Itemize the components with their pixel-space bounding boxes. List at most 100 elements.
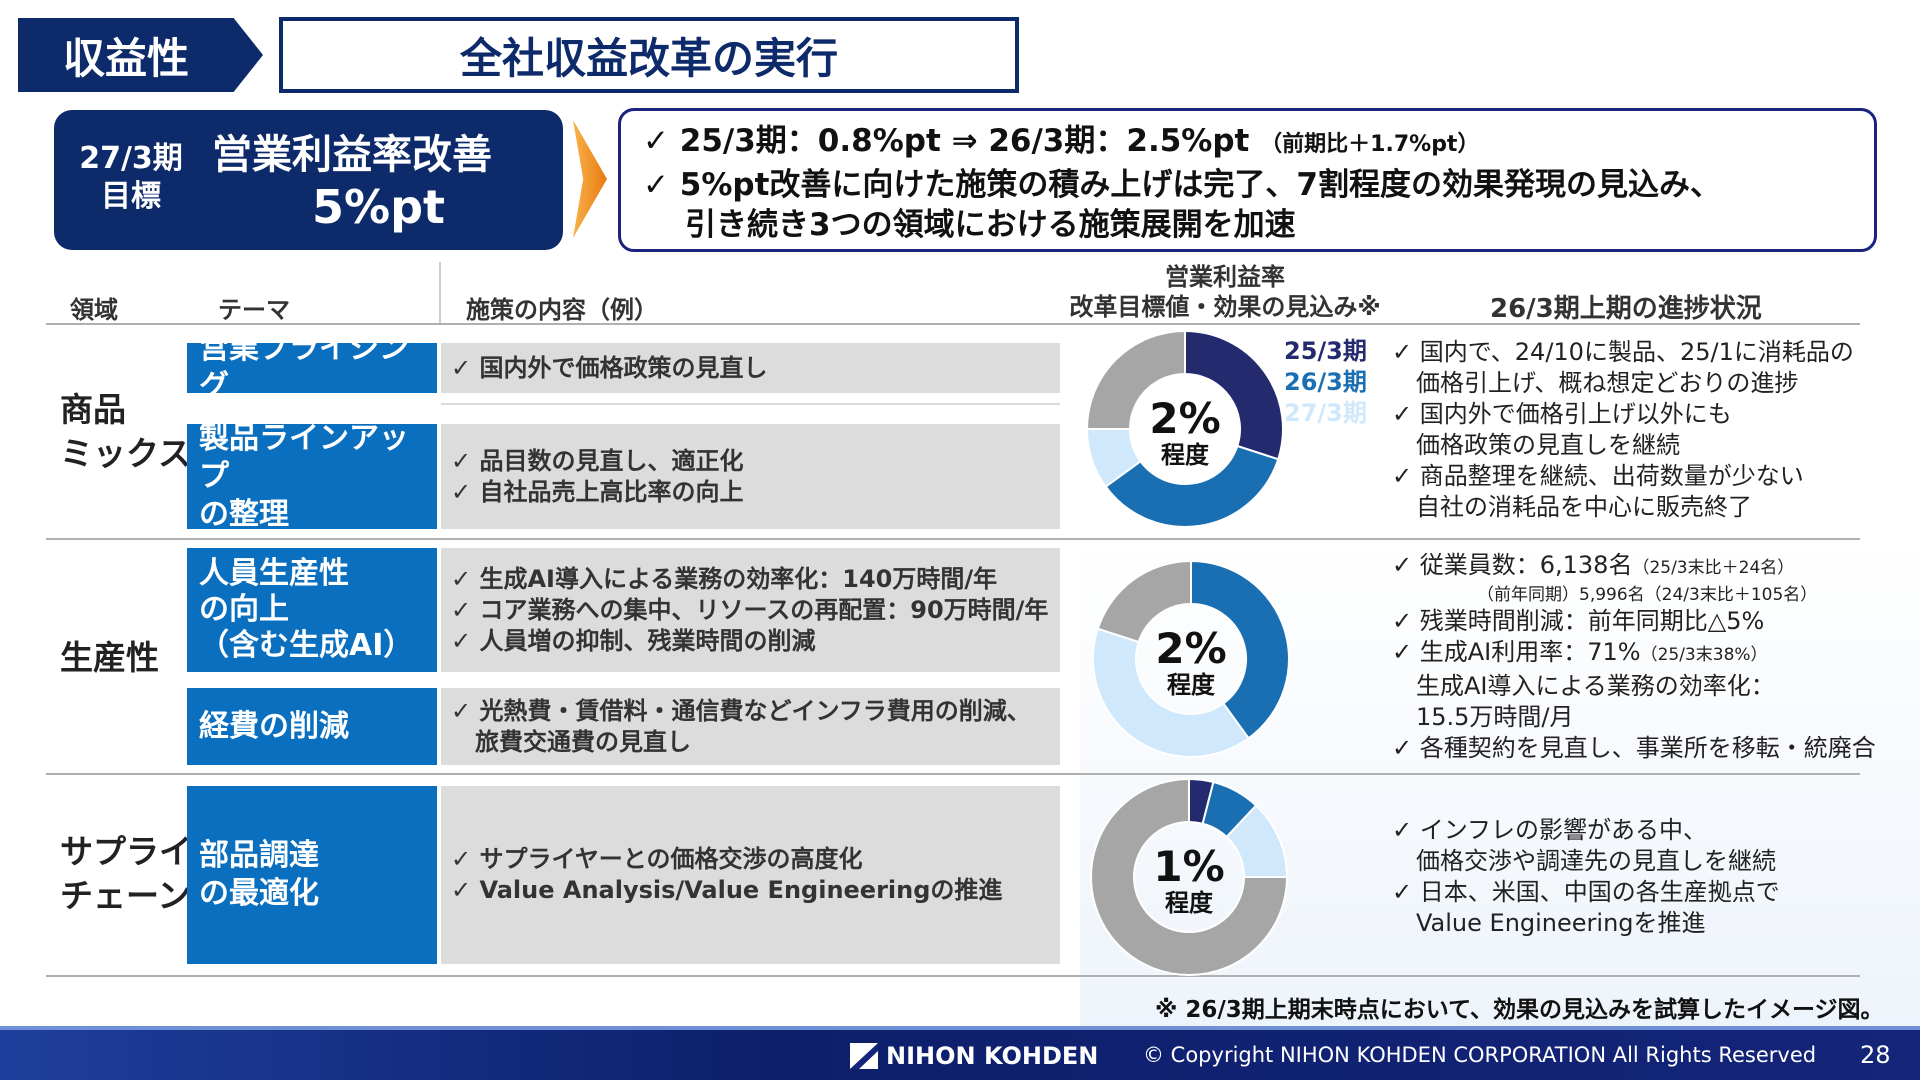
summary-line-3: 引き続き3つの領域における施策展開を加速 <box>685 207 1296 243</box>
progress-item: ✓ 商品整理を継続、出荷数量が少ない <box>1392 462 1804 490</box>
content-item: ✓ 品目数の見直し、適正化 <box>451 446 744 475</box>
donut-segment <box>1085 329 1186 430</box>
category-tag: 収益性 <box>18 18 263 92</box>
goal-title: 営業利益率改善 <box>212 132 492 178</box>
theme-label: の最適化 <box>199 876 319 911</box>
divider <box>46 323 1860 325</box>
content-item: 旅費交通費の見直し <box>451 727 691 756</box>
theme-expense: 経費の削減 <box>187 688 437 765</box>
progress-item: ✓ 各種契約を見直し、事業所を移転・統廃合 <box>1392 734 1876 762</box>
theme-lineup: 製品ラインアップ の整理 <box>187 421 437 532</box>
divider <box>46 538 1860 540</box>
progress-item: ✓ 残業時間削減：前年同期比△5% <box>1392 607 1765 635</box>
donut-sub: 程度 <box>1161 441 1210 469</box>
donut-sub: 程度 <box>1165 889 1214 917</box>
progress-supply-chain: ✓ インフレの影響がある中、 価格交渉や調達先の見直しを継続 ✓ 日本、米国、中国… <box>1392 815 1780 939</box>
progress-item: 生成AI導入による業務の効率化： <box>1392 672 1775 700</box>
header-effect-line2: 改革目標値・効果の見込み※ <box>1069 293 1381 321</box>
legend-item: 26/3期 <box>1284 368 1367 396</box>
progress-product-mix: ✓ 国内で、24/10に製品、25/1に消耗品の 価格引上げ、概ね想定どおりの進… <box>1392 337 1854 523</box>
donut-segment <box>1190 559 1290 740</box>
content-pricing: ✓ 国内外で価格政策の見直し <box>441 343 1060 393</box>
goal-label: 目標 <box>101 179 161 214</box>
progress-item: ✓ 生成AI利用率：71% <box>1392 638 1641 666</box>
area-label: サプライ <box>60 832 192 871</box>
theme-label: 営業プライシング <box>199 331 409 404</box>
donut-segment <box>1092 627 1250 758</box>
theme-pricing: 営業プライシング <box>187 331 437 404</box>
divider <box>441 403 1060 405</box>
theme-label: （含む生成AI） <box>199 628 414 663</box>
footnote: ※ 26/3期上期末時点において、効果の見込みを試算したイメージ図。 <box>1155 997 1884 1023</box>
progress-note: （前年同期）5,996名（24/3末比＋105名） <box>1477 585 1818 605</box>
donut-segment <box>1104 444 1280 528</box>
progress-item: 15.5万時間/月 <box>1392 703 1574 731</box>
theme-procurement: 部品調達 の最適化 <box>187 786 437 964</box>
legend-item: 27/3期 <box>1284 399 1367 427</box>
content-item: ✓ Value Analysis/Value Engineeringの推進 <box>451 876 1003 904</box>
summary-line-1-note: （前期比＋1.7%pt） <box>1260 132 1480 157</box>
theme-label: 経費の削減 <box>199 708 349 744</box>
goal-box: 27/3期 目標 営業利益率改善 5%pt <box>54 110 563 250</box>
content-item: ✓ サプライヤーとの価格交渉の高度化 <box>451 845 863 873</box>
theme-label: の整理 <box>199 496 289 532</box>
content-item: ✓ 人員増の抑制、残業時間の削減 <box>451 626 816 655</box>
logo-text: NIHON KOHDEN <box>886 1042 1099 1070</box>
content-personnel: ✓ 生成AI導入による業務の効率化：140万時間/年 ✓ コア業務への集中、リソー… <box>441 548 1060 672</box>
content-procurement: ✓ サプライヤーとの価格交渉の高度化 ✓ Value Analysis/Value… <box>441 786 1060 964</box>
theme-label: の向上 <box>199 592 289 627</box>
donut-value: 1% <box>1153 842 1224 891</box>
donut-segment <box>1184 329 1284 461</box>
theme-label: 部品調達 <box>199 838 319 873</box>
progress-item: ✓ 国内外で価格引上げ以外にも <box>1392 400 1732 428</box>
summary-line-2: ✓ 5%pt改善に向けた施策の積み上げは完了、7割程度の効果発現の見込み、 <box>643 167 1721 203</box>
page-title: 全社収益改革の実行 <box>279 17 1019 93</box>
theme-label: 製品ラインアップ <box>199 420 409 494</box>
header-effect: 営業利益率 改革目標値・効果の見込み※ <box>1050 262 1400 322</box>
summary-line-1: ✓ 25/3期：0.8%pt ⇒ 26/3期：2.5%pt <box>643 123 1250 159</box>
divider <box>46 975 1860 977</box>
header-content: 施策の内容（例） <box>466 296 658 324</box>
progress-item: 価格引上げ、概ね想定どおりの進捗 <box>1392 369 1799 397</box>
progress-note: （25/3末比＋24名） <box>1632 558 1795 578</box>
progress-item: ✓ 従業員数：6,138名 <box>1392 551 1633 579</box>
donut-legend: 25/3期 26/3期 27/3期 <box>1284 336 1367 429</box>
header-effect-line1: 営業利益率 <box>1165 263 1285 291</box>
progress-item: 価格政策の見直しを継続 <box>1392 431 1680 459</box>
donut-value: 2% <box>1149 394 1220 443</box>
progress-productivity: ✓ 従業員数：6,138名（25/3末比＋24名） （前年同期）5,996名（2… <box>1392 550 1876 764</box>
progress-item: 自社の消耗品を中心に販売終了 <box>1392 493 1752 521</box>
goal-value: 5%pt <box>312 180 446 234</box>
progress-item: ✓ インフレの影響がある中、 <box>1392 816 1708 844</box>
content-item: ✓ コア業務への集中、リソースの再配置：90万時間/年 <box>451 595 1049 624</box>
area-productivity: 生産性 <box>60 636 159 680</box>
header-area: 領域 <box>70 296 118 324</box>
summary-box: ✓ 25/3期：0.8%pt ⇒ 26/3期：2.5%pt （前期比＋1.7%p… <box>618 108 1877 252</box>
area-product-mix: 商品 ミックス <box>60 388 191 476</box>
legend-item: 25/3期 <box>1284 337 1367 365</box>
donut-segment <box>1096 559 1192 644</box>
logo-icon <box>850 1043 878 1069</box>
progress-note: （25/3末38%） <box>1640 645 1768 665</box>
header-divider <box>439 262 441 324</box>
area-label: 生産性 <box>60 638 159 677</box>
content-item: ✓ 自社品売上高比率の向上 <box>451 477 744 506</box>
area-label: チェーン <box>60 876 191 915</box>
theme-label: 人員生産性 <box>199 556 349 591</box>
company-logo: NIHON KOHDEN <box>850 1042 1098 1070</box>
content-item: ✓ 光熱費・賃借料・通信費などインフラ費用の削減、 <box>451 696 1031 725</box>
progress-item: ✓ 国内で、24/10に製品、25/1に消耗品の <box>1392 338 1854 366</box>
donut-sub: 程度 <box>1167 671 1216 699</box>
progress-item: ✓ 日本、米国、中国の各生産拠点で <box>1392 878 1780 906</box>
content-lineup: ✓ 品目数の見直し、適正化 ✓ 自社品売上高比率の向上 <box>441 424 1060 529</box>
area-supply-chain: サプライ チェーン <box>60 830 192 918</box>
content-item: ✓ 生成AI導入による業務の効率化：140万時間/年 <box>451 564 998 593</box>
divider <box>46 773 1860 775</box>
progress-item: Value Engineeringを推進 <box>1392 909 1706 937</box>
page-number: 28 <box>1860 1041 1891 1069</box>
area-label: ミックス <box>60 434 192 473</box>
content-item: ✓ 国内外で価格政策の見直し <box>451 353 768 382</box>
copyright: © Copyright NIHON KOHDEN CORPORATION All… <box>1143 1043 1817 1067</box>
theme-personnel: 人員生産性 の向上 （含む生成AI） <box>187 548 437 672</box>
